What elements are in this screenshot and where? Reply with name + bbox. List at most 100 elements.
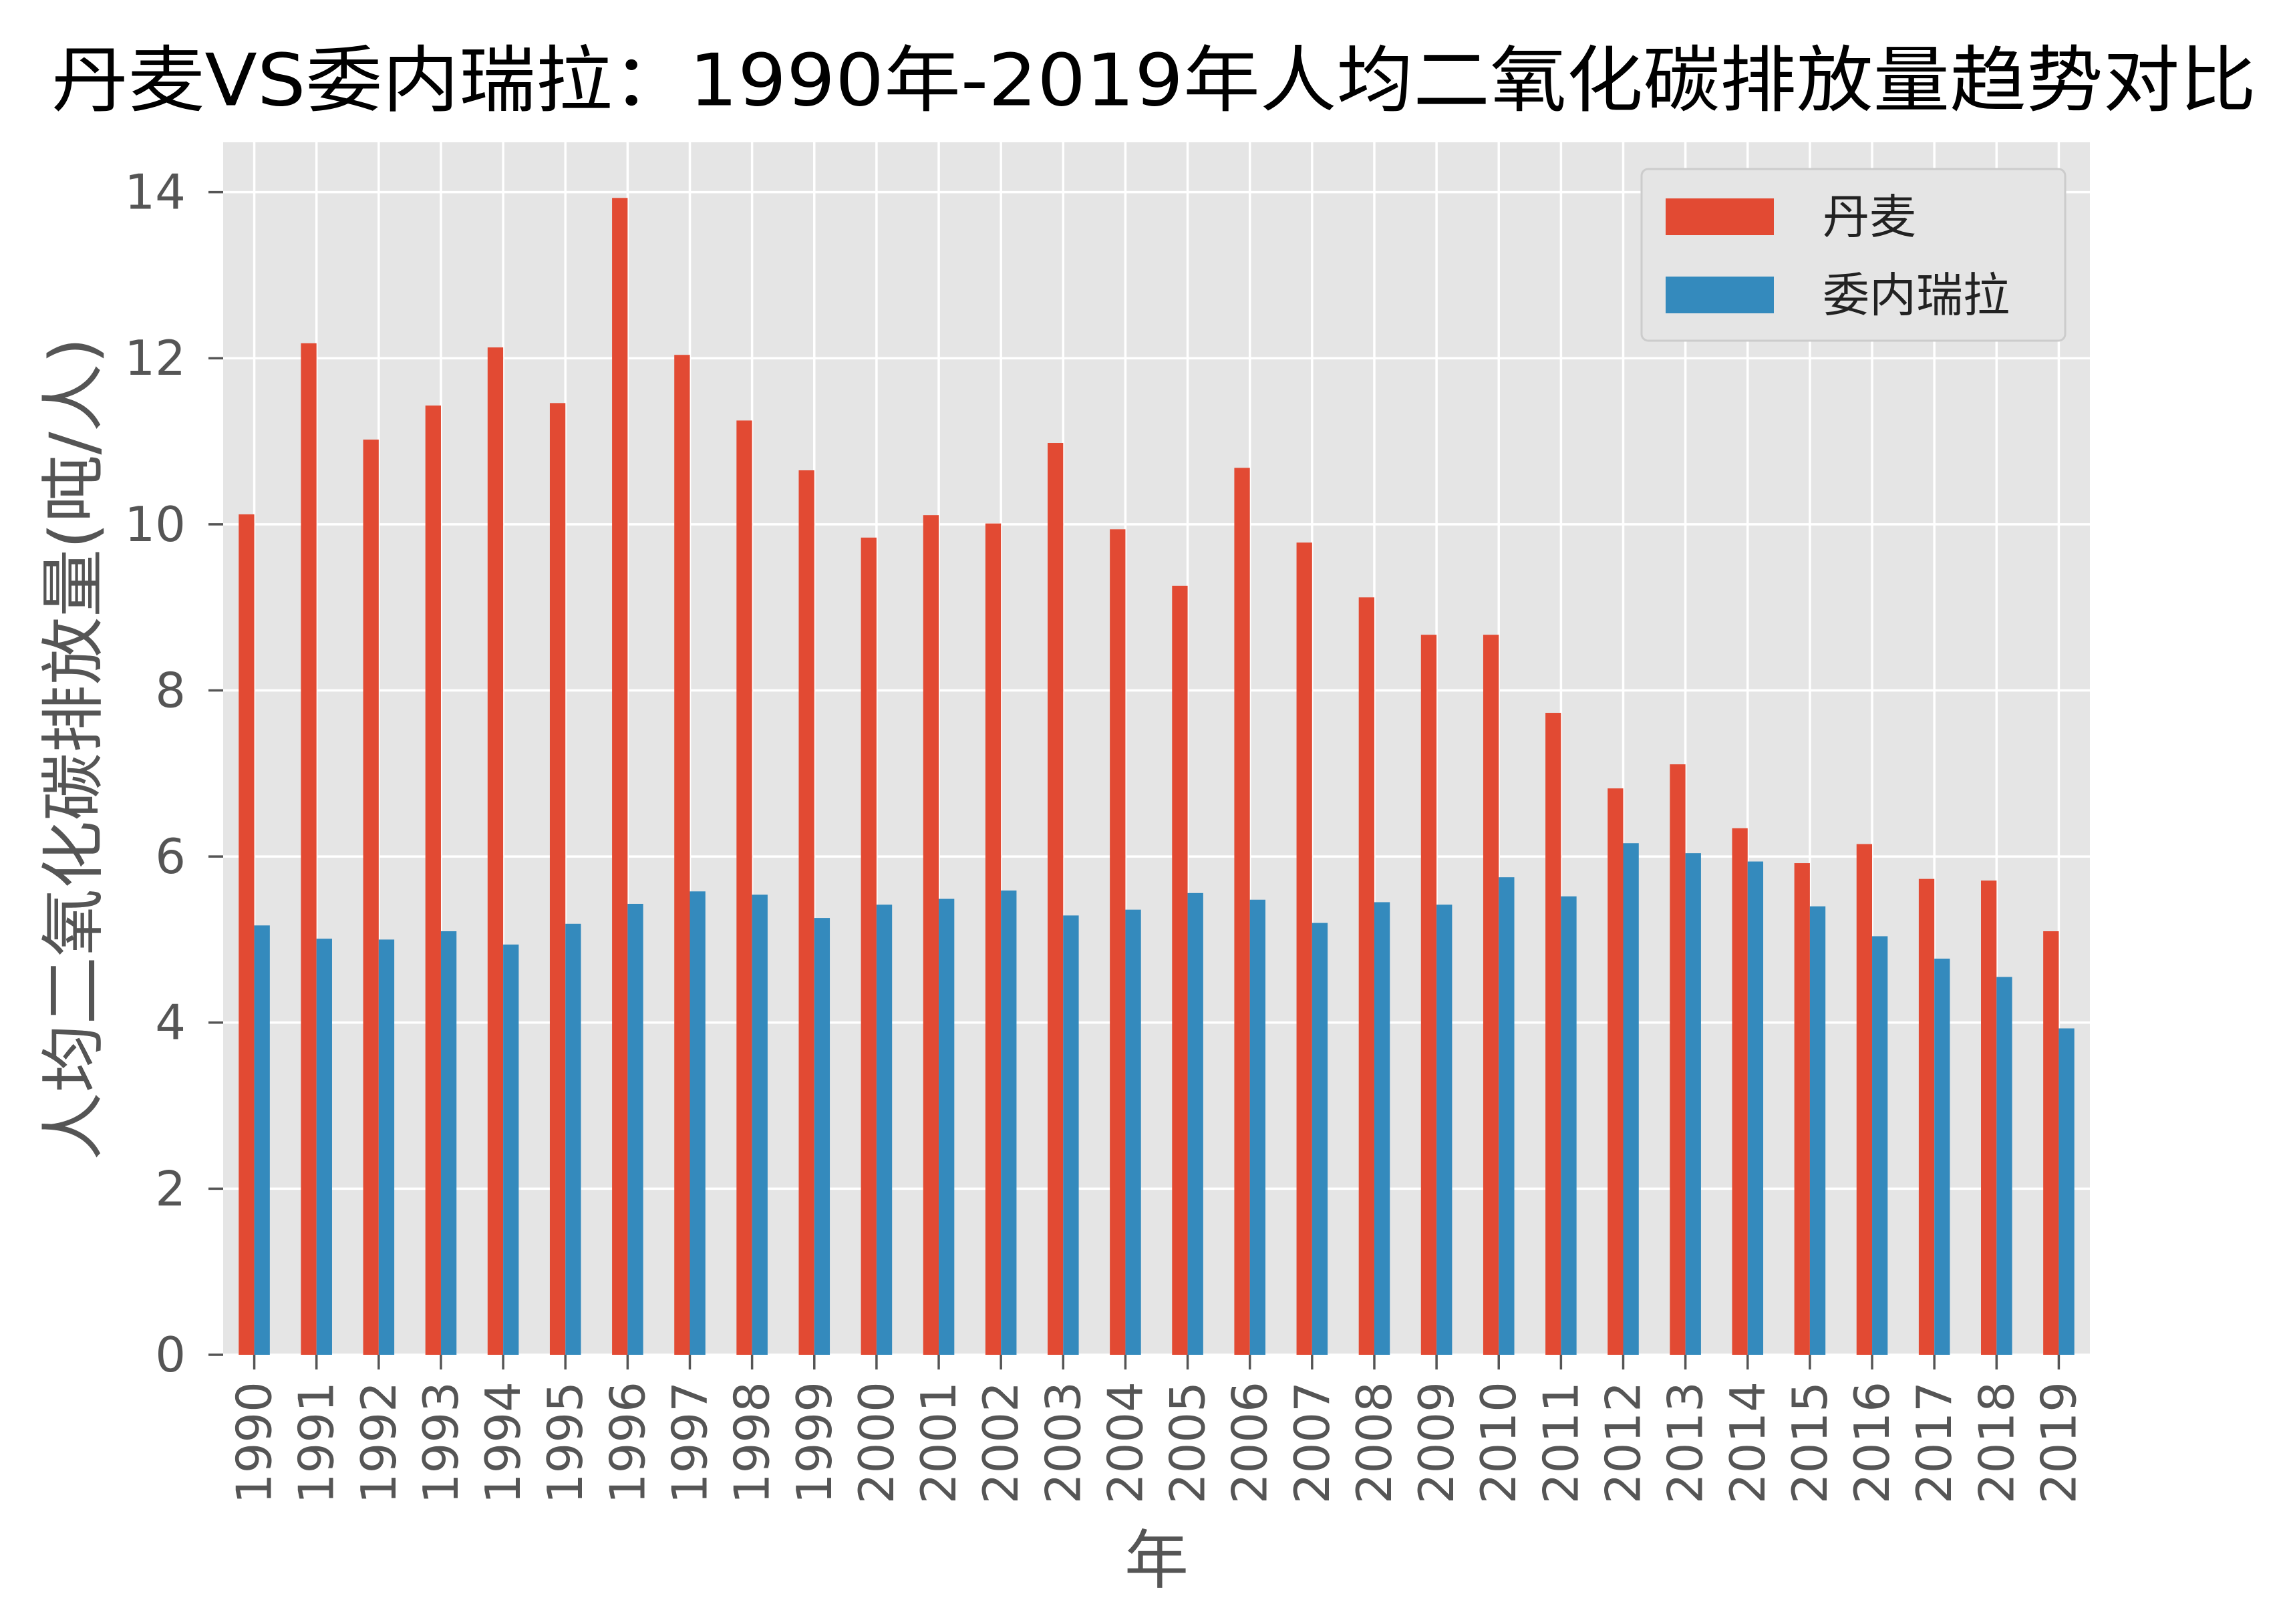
- x-tick-label: 2004: [1097, 1382, 1153, 1504]
- bar-series-2-2004: [1125, 909, 1141, 1355]
- x-tick-label: 1999: [786, 1382, 843, 1504]
- bar-series-1-2014: [1732, 828, 1748, 1355]
- bar-series-2-2019: [2058, 1028, 2075, 1355]
- x-tick-label: 2002: [973, 1382, 1029, 1504]
- bar-series-2-2001: [939, 899, 955, 1355]
- bars: [239, 198, 2075, 1355]
- x-tick-label: 2005: [1160, 1382, 1216, 1504]
- x-tick-label: 1990: [226, 1382, 283, 1504]
- x-tick-label: 2019: [2030, 1382, 2087, 1504]
- legend-swatch-series-1: [1666, 198, 1774, 235]
- y-tick-label: 12: [124, 330, 186, 386]
- bar-series-2-2000: [876, 905, 893, 1355]
- bar-series-2-2016: [1872, 936, 1888, 1355]
- x-tick-label: 2017: [1906, 1382, 1962, 1504]
- bar-series-1-2001: [923, 515, 939, 1355]
- bar-series-1-2000: [861, 537, 877, 1355]
- bar-series-1-2004: [1110, 529, 1126, 1355]
- bar-series-1-2009: [1420, 635, 1437, 1355]
- bar-series-2-2003: [1063, 915, 1079, 1355]
- legend: 丹麦 委内瑞拉: [1640, 168, 2067, 342]
- bar-series-1-2011: [1545, 713, 1561, 1355]
- x-tick-label: 1996: [599, 1382, 655, 1504]
- bar-series-2-1996: [627, 903, 643, 1355]
- bar-series-2-2012: [1623, 843, 1639, 1355]
- bar-series-1-1995: [549, 403, 566, 1355]
- x-tick-label: 2011: [1533, 1382, 1589, 1504]
- bar-series-1-2012: [1608, 788, 1624, 1355]
- x-tick-label: 1997: [662, 1382, 718, 1504]
- y-tick-label: 0: [155, 1327, 186, 1383]
- bar-series-2-2007: [1312, 923, 1328, 1355]
- legend-label-series-1: 丹麦: [1823, 190, 1916, 245]
- y-tick-label: 8: [155, 662, 186, 718]
- bar-series-2-1997: [690, 891, 706, 1355]
- bar-series-1-2016: [1856, 844, 1873, 1355]
- bar-series-1-2006: [1234, 468, 1250, 1355]
- x-tick-label: 2003: [1035, 1382, 1091, 1504]
- bar-series-1-1993: [425, 405, 441, 1355]
- x-tick-label: 2013: [1658, 1382, 1714, 1504]
- bar-series-1-1990: [239, 514, 255, 1355]
- bar-series-2-2010: [1499, 877, 1515, 1355]
- y-tick-label: 6: [155, 828, 186, 884]
- bar-series-1-2008: [1358, 597, 1374, 1355]
- bar-series-1-2003: [1048, 443, 1064, 1355]
- bar-series-1-2017: [1918, 878, 1935, 1355]
- bar-series-1-1996: [612, 198, 628, 1355]
- legend-swatch-series-2: [1666, 277, 1774, 313]
- y-tick-label: 4: [155, 995, 186, 1051]
- bar-series-1-1991: [301, 343, 317, 1355]
- y-tick-label: 10: [124, 496, 186, 552]
- bar-series-1-2010: [1483, 635, 1499, 1355]
- x-tick-label: 2016: [1844, 1382, 1900, 1504]
- bar-series-2-2009: [1436, 905, 1453, 1355]
- x-tick-label: 2006: [1222, 1382, 1278, 1504]
- x-tick-label: 1998: [724, 1382, 780, 1504]
- x-tick-label: 2010: [1471, 1382, 1527, 1504]
- x-tick-label: 1995: [537, 1382, 593, 1504]
- x-tick-label: 2008: [1346, 1382, 1402, 1504]
- x-tick-label: 1991: [289, 1382, 345, 1504]
- x-tick-label: 2014: [1720, 1382, 1776, 1504]
- bar-series-2-1999: [814, 918, 830, 1355]
- bar-series-2-2005: [1187, 892, 1203, 1355]
- x-axis-label: 年: [1124, 1523, 1189, 1598]
- y-tick-label: 14: [124, 164, 186, 220]
- x-tick-label: 2009: [1408, 1382, 1465, 1504]
- x-tick-label: 1994: [475, 1382, 531, 1504]
- x-tick-label: 2015: [1782, 1382, 1838, 1504]
- chart-title: 丹麦VS委内瑞拉：1990年-2019年人均二氧化碳排放量趋势对比: [51, 39, 2256, 123]
- bar-series-1-1997: [674, 355, 690, 1355]
- bar-series-1-1994: [487, 347, 504, 1355]
- bar-series-2-2018: [1996, 977, 2012, 1355]
- x-tick-label: 2018: [1968, 1382, 2024, 1504]
- bar-series-2-1995: [565, 923, 581, 1355]
- x-tick-label: 2000: [849, 1382, 905, 1504]
- legend-label-series-2: 委内瑞拉: [1823, 268, 2010, 323]
- bar-series-1-2019: [2043, 931, 2059, 1355]
- x-tick-label: 2007: [1284, 1382, 1340, 1504]
- bar-series-2-2006: [1249, 899, 1265, 1355]
- bar-series-2-1992: [378, 939, 395, 1355]
- bar-series-1-2002: [985, 523, 1002, 1355]
- bar-series-2-2013: [1685, 853, 1701, 1355]
- plot-area: [223, 142, 2090, 1355]
- bar-series-2-2015: [1809, 906, 1826, 1355]
- x-tick-label: 2012: [1595, 1382, 1652, 1504]
- bar-series-2-1998: [752, 895, 768, 1355]
- bar-series-1-2018: [1981, 880, 1997, 1355]
- bar-series-2-1993: [440, 931, 457, 1355]
- bar-series-1-1998: [736, 420, 752, 1355]
- x-tick-label: 1992: [351, 1382, 407, 1504]
- bar-series-1-2007: [1296, 542, 1312, 1355]
- bar-series-2-2008: [1374, 902, 1390, 1355]
- bar-series-1-2015: [1794, 863, 1810, 1355]
- bar-series-1-2013: [1670, 764, 1686, 1355]
- y-axis-label: 人均二氧化碳排放量(吨/人): [36, 337, 111, 1160]
- bar-series-2-1994: [503, 944, 519, 1355]
- y-tick-label: 2: [155, 1160, 186, 1216]
- bar-series-2-1990: [254, 925, 270, 1355]
